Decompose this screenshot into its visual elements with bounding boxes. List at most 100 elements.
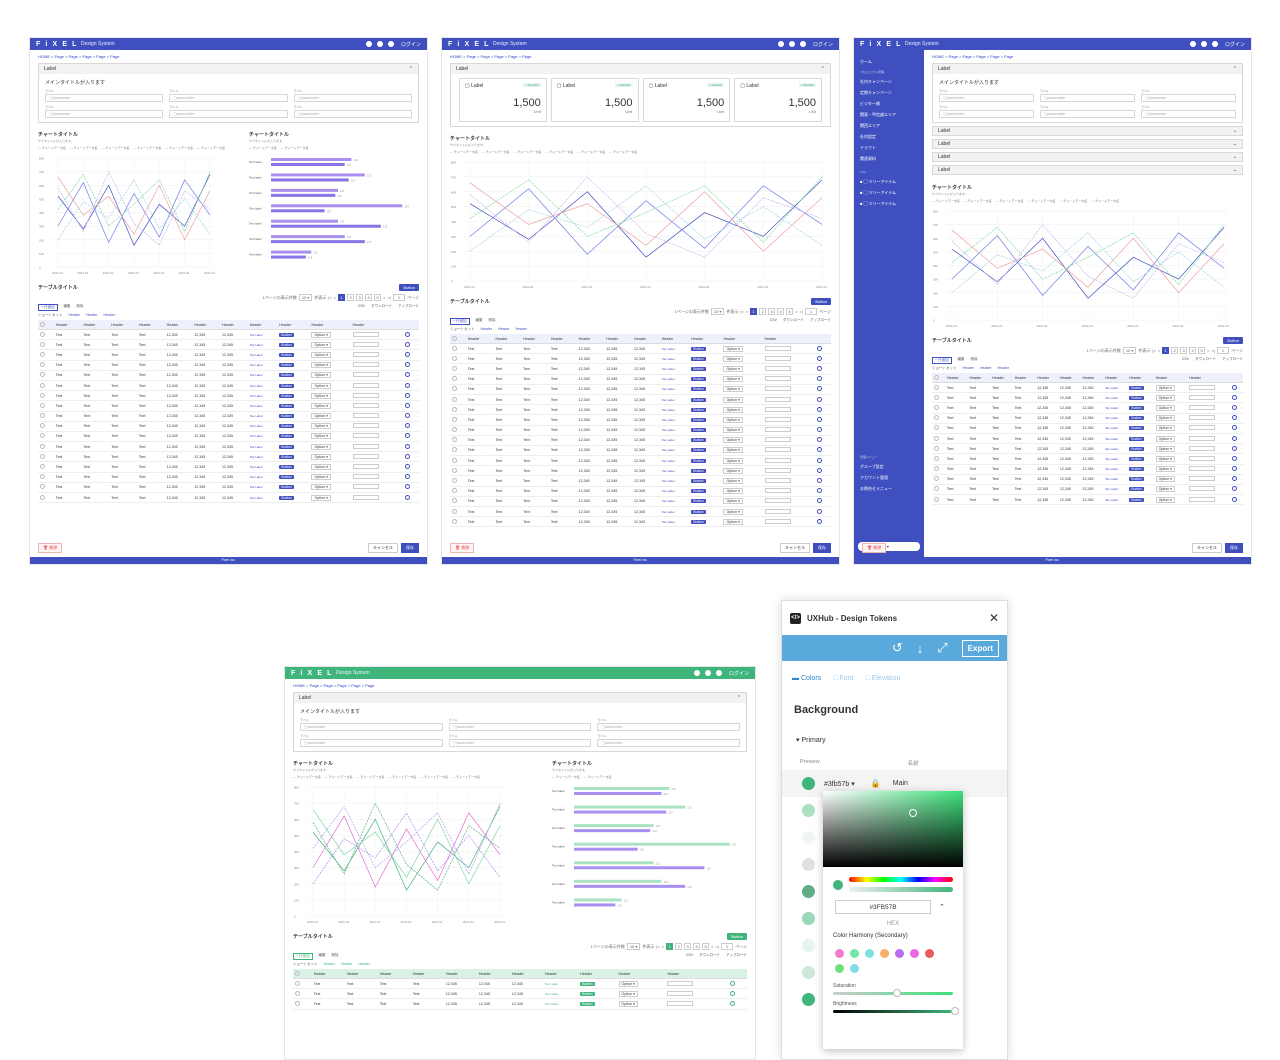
row-input[interactable] <box>352 464 379 470</box>
option-select[interactable]: Option ▾ <box>723 467 743 474</box>
tree-item[interactable]: ■ ▢ ツリーアイテム <box>860 178 897 184</box>
add-circle-icon[interactable] <box>817 386 823 392</box>
swatch-row[interactable] <box>782 905 1007 932</box>
table-button[interactable]: Button <box>727 933 747 940</box>
bell-icon[interactable] <box>777 41 784 47</box>
add-circle-icon[interactable] <box>405 351 411 357</box>
row-button[interactable]: Button <box>279 485 294 490</box>
row-button[interactable]: Button <box>1129 395 1144 400</box>
first-page-icon[interactable]: |< <box>1152 348 1156 353</box>
row-checkbox[interactable] <box>452 488 457 494</box>
table-button[interactable]: Button <box>1223 337 1243 344</box>
first-page-icon[interactable]: |< <box>740 309 744 314</box>
add-circle-icon[interactable] <box>1232 415 1238 421</box>
add-circle-icon[interactable] <box>405 362 411 368</box>
option-select[interactable]: Option ▾ <box>723 488 743 495</box>
tool-button[interactable]: 削除 <box>488 318 496 322</box>
row-checkbox[interactable] <box>295 990 300 996</box>
add-circle-icon[interactable] <box>817 365 823 371</box>
add-circle-icon[interactable] <box>405 341 411 347</box>
row-checkbox[interactable] <box>452 376 457 382</box>
row-input[interactable] <box>352 372 379 378</box>
row-checkbox[interactable] <box>295 980 300 986</box>
breadcrumb-item[interactable]: HOME <box>293 683 305 688</box>
add-circle-icon[interactable] <box>817 488 823 494</box>
row-button[interactable]: Button <box>279 403 294 408</box>
row-checkbox[interactable] <box>452 508 457 514</box>
breadcrumb-item[interactable]: Page <box>480 54 490 59</box>
saturation-slider[interactable] <box>833 989 953 997</box>
add-circle-icon[interactable] <box>817 447 823 453</box>
row-input[interactable] <box>1189 476 1216 482</box>
row-button[interactable]: Button <box>580 1001 595 1006</box>
option-select[interactable]: Option ▾ <box>618 980 638 987</box>
download-icon[interactable]: ↓ <box>916 640 924 656</box>
text-input[interactable]: ▢ placeholder <box>939 94 1034 102</box>
breadcrumb-item[interactable]: Page <box>337 683 347 688</box>
row-button[interactable]: Button <box>279 465 294 470</box>
select-all-checkbox[interactable] <box>934 374 939 380</box>
format-toggle-icon[interactable]: ⌃ <box>939 904 945 911</box>
page-number[interactable]: 5 <box>702 943 710 950</box>
next-page-icon[interactable]: > <box>795 309 798 314</box>
row-checkbox[interactable] <box>934 445 939 451</box>
sidebar-item[interactable]: 定期キャンペーン <box>860 89 892 95</box>
page-number[interactable]: 4 <box>777 308 785 315</box>
row-input[interactable] <box>764 376 791 382</box>
collapsed-accordion[interactable]: Label ⌄ <box>932 139 1243 149</box>
tree-item[interactable]: ■ ▢ ツリーアイテム <box>860 189 897 195</box>
row-checkbox[interactable] <box>452 498 457 504</box>
row-input[interactable] <box>764 406 791 412</box>
row-input[interactable] <box>764 488 791 494</box>
row-button[interactable]: Button <box>691 499 706 504</box>
text-input[interactable]: ▢ placeholder <box>939 110 1034 118</box>
add-circle-icon[interactable] <box>817 355 823 361</box>
row-button[interactable]: Button <box>1129 385 1144 390</box>
row-checkbox[interactable] <box>452 386 457 392</box>
login-link[interactable]: ログイン <box>400 41 421 48</box>
add-circle-icon[interactable] <box>1232 394 1238 400</box>
prev-page-icon[interactable]: < <box>333 295 337 300</box>
tool-button[interactable]: + 行追加 <box>38 304 58 311</box>
sidebar-item[interactable]: プロジェクト管理 <box>860 69 885 74</box>
tool-right-button[interactable]: アップロード <box>810 318 831 322</box>
row-checkbox[interactable] <box>452 457 457 463</box>
breadcrumb-item[interactable]: HOME <box>38 54 50 59</box>
swatch-row[interactable] <box>782 932 1007 959</box>
add-circle-icon[interactable] <box>1232 455 1238 461</box>
page-number[interactable]: 3 <box>356 294 364 301</box>
add-circle-icon[interactable] <box>817 508 823 514</box>
sidebar-item[interactable]: ビジター様 <box>860 100 880 106</box>
option-select[interactable]: Option ▾ <box>1155 466 1175 473</box>
row-input[interactable] <box>352 453 379 459</box>
bottom-menu-item[interactable]: お問合せメニュー <box>860 485 892 491</box>
bell-icon[interactable] <box>693 670 700 676</box>
sidebar-item[interactable]: 関西エリア <box>860 122 880 128</box>
row-input[interactable] <box>352 331 379 337</box>
row-button[interactable]: Button <box>1129 416 1144 421</box>
login-link[interactable]: ログイン <box>812 41 833 48</box>
row-input[interactable] <box>1189 394 1216 400</box>
row-button[interactable]: Button <box>691 377 706 382</box>
row-input[interactable] <box>1189 404 1216 410</box>
option-select[interactable]: Option ▾ <box>311 382 331 389</box>
option-select[interactable]: Option ▾ <box>311 392 331 399</box>
row-input[interactable] <box>667 980 694 986</box>
option-select[interactable]: Option ▾ <box>723 457 743 464</box>
delete-button[interactable]: 🗑 削除 <box>450 543 475 553</box>
gear-icon[interactable] <box>376 41 383 47</box>
tree-item[interactable]: ■ ▢ ツリーアイテム <box>860 200 897 206</box>
option-select[interactable]: Option ▾ <box>1155 486 1175 493</box>
add-circle-icon[interactable] <box>1232 496 1238 502</box>
row-checkbox[interactable] <box>40 484 45 490</box>
last-page-icon[interactable]: >| <box>799 309 803 314</box>
row-input[interactable] <box>764 437 791 443</box>
row-checkbox[interactable] <box>934 384 939 390</box>
row-input[interactable] <box>764 498 791 504</box>
next-page-icon[interactable]: > <box>711 944 714 949</box>
row-checkbox[interactable] <box>934 394 939 400</box>
text-input[interactable]: ▢ placeholder <box>597 739 740 747</box>
export-button[interactable]: Export <box>961 639 999 657</box>
option-select[interactable]: Option ▾ <box>618 1000 638 1007</box>
option-select[interactable]: Option ▾ <box>1155 496 1175 503</box>
